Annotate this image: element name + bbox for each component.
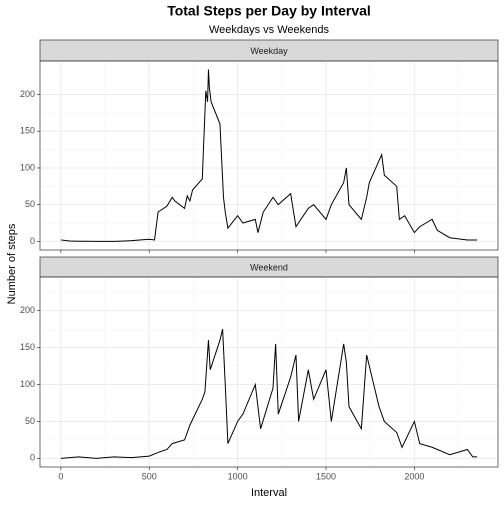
strip-label: Weekday (250, 46, 288, 56)
x-tick-label: 1500 (316, 471, 336, 481)
panel-border (39, 276, 499, 468)
y-tick-label: 150 (20, 126, 35, 136)
y-tick-label: 150 (20, 342, 35, 352)
chart-title: Total Steps per Day by Interval (167, 3, 371, 19)
y-tick-label: 0 (30, 453, 35, 463)
y-tick-label: 50 (25, 199, 35, 209)
chart-subtitle: Weekdays vs Weekends (209, 24, 330, 36)
y-tick-label: 0 (30, 236, 35, 246)
strip-label: Weekend (250, 262, 288, 272)
x-tick-label: 2000 (404, 471, 424, 481)
y-tick-label: 100 (20, 379, 35, 389)
x-axis-label: Interval (251, 487, 287, 499)
panel-border (39, 60, 499, 251)
y-tick-label: 200 (20, 305, 35, 315)
x-tick-label: 500 (142, 471, 157, 481)
x-tick-label: 1000 (228, 471, 248, 481)
data-line (60, 329, 478, 459)
y-tick-label: 100 (20, 162, 35, 172)
data-line (60, 69, 478, 242)
x-tick-label: 0 (58, 471, 63, 481)
y-tick-label: 50 (25, 416, 35, 426)
y-axis-label: Number of steps (6, 223, 18, 304)
y-tick-label: 200 (20, 89, 35, 99)
